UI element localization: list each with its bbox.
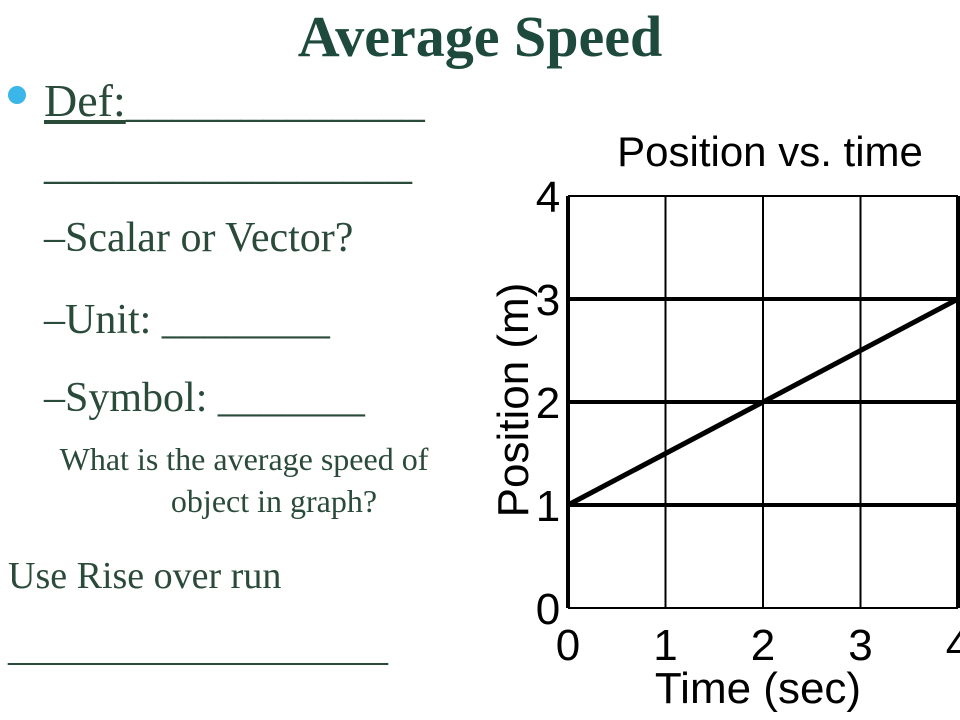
- y-tick-label-1: 1: [536, 482, 560, 531]
- question-line-2: object in graph?: [170, 483, 378, 519]
- y-axis-label: Position (m): [489, 283, 538, 518]
- series-line-0: [566, 296, 960, 508]
- sub-item-unit: –Unit: ________: [44, 297, 330, 343]
- slide-title: Average Speed: [297, 4, 663, 69]
- x-axis-label: Time (sec): [655, 664, 861, 713]
- definition-label: Def:: [44, 75, 126, 126]
- y-tick-label-4: 4: [536, 173, 560, 222]
- chart-grid: [566, 195, 960, 609]
- y-tick-label-3: 3: [536, 276, 560, 325]
- sub-item-scalar-vector: –Scalar or Vector?: [44, 215, 354, 261]
- sub-item-symbol: –Symbol: _______: [44, 375, 365, 421]
- answer-blank: ___________________: [8, 624, 388, 669]
- definition-blank-1: _____________: [125, 75, 425, 126]
- hint-text: Use Rise over run: [8, 555, 282, 597]
- definition-blank-2: ________________: [44, 137, 412, 188]
- x-tick-label-3: 3: [848, 621, 872, 670]
- definition-line: Def:_____________: [44, 72, 425, 130]
- x-tick-label-4: 4: [946, 621, 960, 670]
- x-tick-label-0: 0: [556, 621, 580, 670]
- y-tick-label-0: 0: [536, 585, 560, 634]
- chart-ticks: 0 1 2 3 4 0 1 2 3 4: [536, 173, 960, 670]
- y-tick-label-2: 2: [536, 379, 560, 428]
- bullet-dot-icon: [8, 86, 26, 104]
- question-line-1: What is the average speed of: [59, 441, 429, 477]
- x-tick-label-1: 1: [653, 621, 677, 670]
- question-text: What is the average speed of object in g…: [0, 438, 488, 538]
- chart-title: Position vs. time: [617, 128, 923, 175]
- x-tick-label-2: 2: [751, 621, 775, 670]
- chart-series: [566, 296, 960, 508]
